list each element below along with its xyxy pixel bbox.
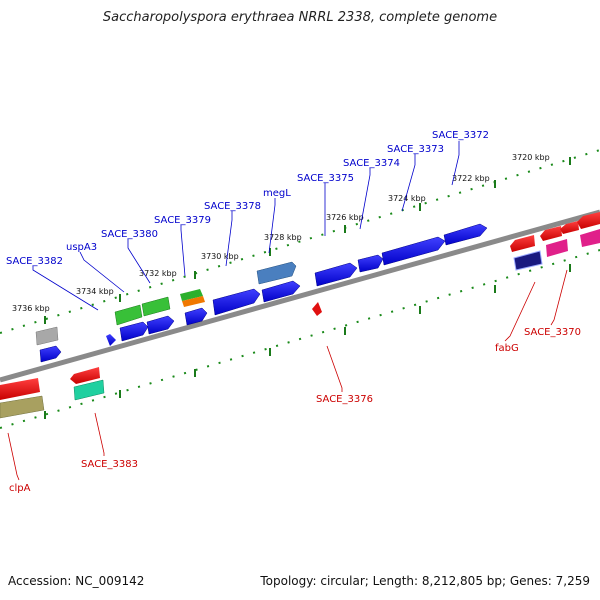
label-sace-3378[interactable]: SACE_3378 <box>204 201 261 212</box>
gene-sace-3380c[interactable] <box>146 315 175 335</box>
map-title: Saccharopolyspora erythraea NRRL 2338, c… <box>102 10 498 25</box>
gene-sace-3370b[interactable] <box>580 229 600 247</box>
gene-sace-3381[interactable] <box>119 321 149 342</box>
label-sace-3382[interactable]: SACE_3382 <box>6 256 63 267</box>
forward-major-ticks <box>44 157 571 324</box>
gene-megl[interactable] <box>256 261 297 285</box>
reverse-major-ticks <box>44 264 571 419</box>
gene-usp-a3b[interactable] <box>114 304 143 326</box>
label-sace-3372[interactable]: SACE_3372 <box>432 130 489 141</box>
genome-summary-text: Topology: circular; Length: 8,212,805 bp… <box>260 574 590 588</box>
gene-sace-3376[interactable] <box>312 302 322 316</box>
gene-right-red-3[interactable] <box>560 221 579 234</box>
gene-sace-3382b[interactable] <box>39 345 62 363</box>
gene-right-red-2[interactable] <box>540 226 562 241</box>
label-sace-3379[interactable]: SACE_3379 <box>154 215 211 226</box>
gene-sace-3383[interactable] <box>70 367 100 384</box>
gene-small-blue[interactable] <box>106 334 116 346</box>
tick-label-3728: 3728 kbp <box>264 233 302 242</box>
gene-sace-3374[interactable] <box>357 254 384 273</box>
label-sace-3376[interactable]: SACE_3376 <box>316 394 373 405</box>
label-sace-3370[interactable]: SACE_3370 <box>524 327 581 338</box>
label-sace-3373[interactable]: SACE_3373 <box>387 144 444 155</box>
forward-tick-track <box>0 149 600 334</box>
label-clpa[interactable]: clpA <box>9 483 31 494</box>
accession-text: Accession: NC_009142 <box>8 574 145 588</box>
label-fabg[interactable]: fabG <box>495 343 519 354</box>
label-sace-3380[interactable]: SACE_3380 <box>101 229 158 240</box>
tick-label-3730: 3730 kbp <box>201 252 239 261</box>
gene-clpa[interactable] <box>0 378 40 400</box>
gene-sace-3379b[interactable] <box>184 307 208 326</box>
gene-sace-3378[interactable] <box>261 280 301 303</box>
gene-sace-3379[interactable] <box>212 288 261 316</box>
gene-usp-a3[interactable] <box>141 296 171 317</box>
gene-sace-3382[interactable] <box>35 326 59 346</box>
gene-sace-3380b[interactable] <box>182 296 205 307</box>
tick-label-3720: 3720 kbp <box>512 153 550 162</box>
tick-label-3726: 3726 kbp <box>326 213 364 222</box>
gene-sace-3375[interactable] <box>314 262 358 287</box>
gene-sace-3373[interactable] <box>381 236 446 266</box>
tick-label-3736: 3736 kbp <box>12 304 50 313</box>
gene-right-red-4[interactable] <box>577 212 600 229</box>
label-sace-3383[interactable]: SACE_3383 <box>81 459 138 470</box>
gene-sace-3380a[interactable] <box>180 289 203 301</box>
label-sace-3375[interactable]: SACE_3375 <box>297 173 354 184</box>
genome-map: 3720 kbp 3722 kbp 3724 kbp 3726 kbp 3728… <box>0 130 600 494</box>
tick-label-3732: 3732 kbp <box>139 269 177 278</box>
gene-fabg[interactable] <box>513 250 543 271</box>
tick-label-3722: 3722 kbp <box>452 174 490 183</box>
gene-right-red-1[interactable] <box>510 235 535 252</box>
genome-backbone <box>0 209 600 383</box>
tick-label-3724: 3724 kbp <box>388 194 426 203</box>
gene-sace-3372[interactable] <box>443 223 488 246</box>
reverse-leader-lines <box>7 269 568 481</box>
reverse-genes <box>0 212 600 419</box>
gene-sace-3383b[interactable] <box>73 379 105 401</box>
label-sace-3374[interactable]: SACE_3374 <box>343 158 400 169</box>
forward-leader-lines <box>32 141 460 311</box>
label-megl[interactable]: megL <box>263 188 291 199</box>
tick-label-3734: 3734 kbp <box>76 287 114 296</box>
gene-clpa-b[interactable] <box>0 395 45 419</box>
gene-sace-3370[interactable] <box>546 239 568 257</box>
forward-genes <box>35 223 488 363</box>
label-usp-a3[interactable]: uspA3 <box>66 242 97 253</box>
reverse-tick-track <box>0 249 600 429</box>
